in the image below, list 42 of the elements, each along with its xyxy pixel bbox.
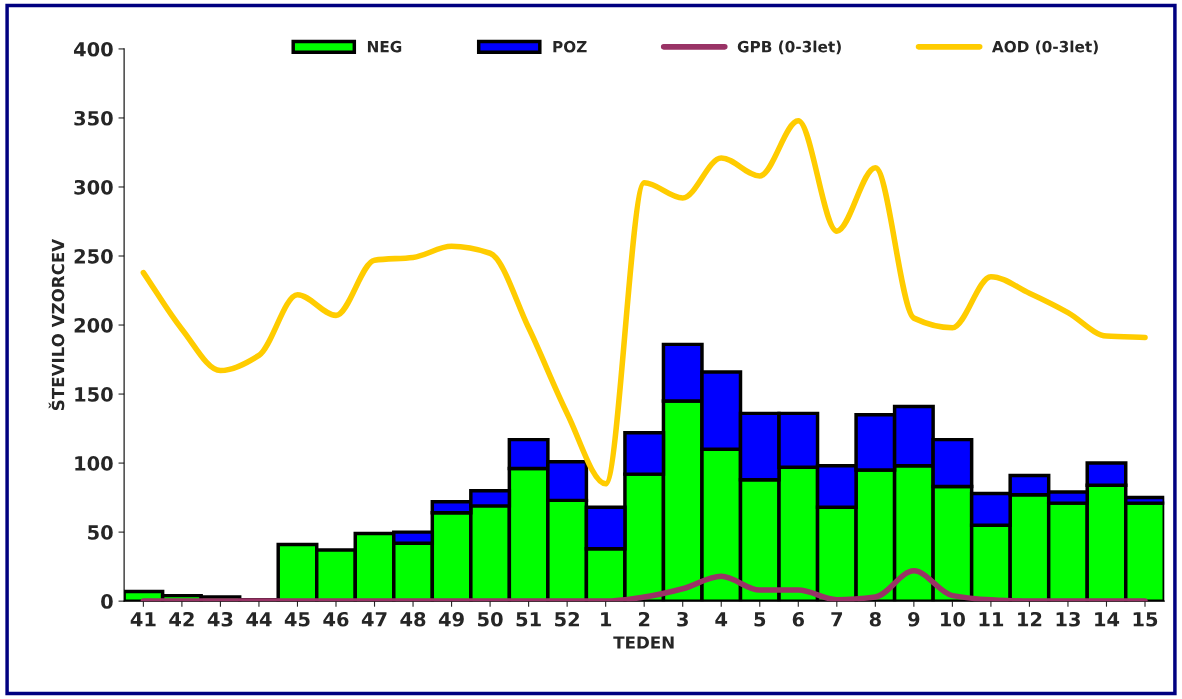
x-tick-label: 14 bbox=[1095, 612, 1120, 627]
x-tick-label: 12 bbox=[1018, 611, 1042, 627]
x-tick-label: 5 bbox=[754, 612, 766, 627]
x-tick-label: 45 bbox=[284, 612, 310, 627]
y-tick-label: 0 bbox=[101, 594, 113, 609]
x-tick-label: 42 bbox=[169, 611, 194, 627]
x-tick-label: 44 bbox=[246, 612, 272, 627]
y-tick-label: 200 bbox=[74, 317, 113, 333]
x-tick-label: 9 bbox=[908, 611, 920, 627]
x-tick-label: 49 bbox=[438, 611, 464, 627]
x-tick-label: 11 bbox=[979, 612, 1004, 627]
y-tick-label: 400 bbox=[73, 41, 113, 57]
x-tick-label: 6 bbox=[792, 611, 805, 627]
x-tick-label: 51 bbox=[516, 612, 541, 627]
x-tick-label: 2 bbox=[638, 611, 650, 627]
x-axis-title: TEDEN bbox=[613, 636, 674, 649]
x-tick-label: 8 bbox=[869, 611, 881, 627]
legend-label: GPB (0-3let) bbox=[737, 40, 841, 55]
x-tick-label: 46 bbox=[323, 611, 349, 627]
y-tick-label: 50 bbox=[88, 525, 113, 540]
x-tick-label: 1 bbox=[601, 612, 612, 627]
x-tick-label: 43 bbox=[207, 611, 233, 627]
x-tick-label: 4 bbox=[715, 612, 728, 627]
x-tick-label: 15 bbox=[1133, 612, 1158, 627]
y-tick-label: 250 bbox=[74, 248, 113, 264]
legend-label: POZ bbox=[553, 40, 587, 53]
y-tick-label: 350 bbox=[74, 110, 113, 126]
y-tick-label: 300 bbox=[74, 179, 113, 195]
x-tick-label: 13 bbox=[1056, 611, 1080, 627]
x-tick-label: 47 bbox=[361, 612, 387, 627]
x-tick-label: 48 bbox=[400, 611, 426, 627]
x-tick-label: 10 bbox=[941, 611, 965, 627]
x-tick-label: 41 bbox=[130, 612, 156, 627]
legend-label: NEG bbox=[367, 40, 402, 53]
y-axis-title: ŠTEVILO VZORCEV bbox=[48, 238, 65, 411]
legend-label: AOD (0-3let) bbox=[991, 40, 1098, 55]
y-tick-label: 150 bbox=[75, 387, 113, 402]
x-tick-label: 52 bbox=[555, 611, 579, 627]
x-tick-label: 3 bbox=[677, 611, 688, 627]
y-tick-label: 100 bbox=[75, 456, 113, 471]
x-tick-label: 7 bbox=[831, 612, 843, 627]
x-tick-label: 50 bbox=[478, 611, 503, 627]
